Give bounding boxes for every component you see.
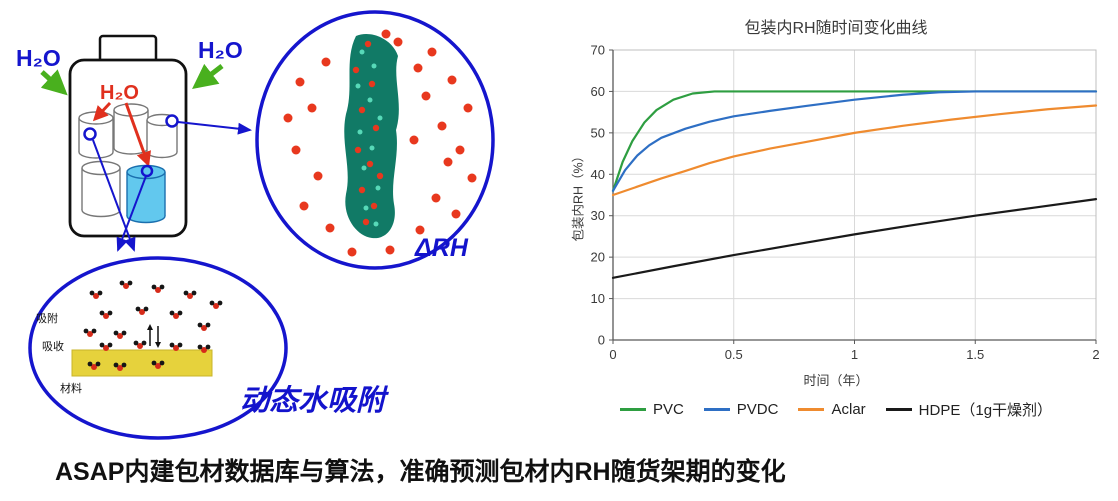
dynamic-sorption-label: 动态水吸附 bbox=[240, 385, 389, 417]
column-red-dots bbox=[352, 40, 384, 226]
line-chart: 0 10 20 30 40 50 60 70 0 0.5 1 1.5 2 bbox=[590, 43, 1099, 363]
legend-label-aclar: Aclar bbox=[831, 401, 866, 418]
adsorption-label: 吸附 bbox=[36, 311, 58, 325]
legend-label-hdpe: HDPE（1g干燥剂） bbox=[918, 402, 1053, 419]
rh-chart-panel: 包装内RH随时间变化曲线 包装内RH（%） 0 10 20 30 40 50 60 70 0 0.… bbox=[560, 6, 1112, 420]
h2o-right-label: H₂O bbox=[198, 37, 243, 63]
svg-text:0: 0 bbox=[609, 347, 616, 362]
svg-text:40: 40 bbox=[590, 167, 604, 182]
equilibrium-arrows bbox=[147, 324, 161, 348]
svg-text:20: 20 bbox=[590, 250, 604, 265]
legend-label-pvc: PVC bbox=[652, 401, 684, 418]
bottom-caption: ASAP内建包材数据库与算法，准确预测包材内RH随货架期的变化 bbox=[55, 458, 786, 486]
svg-text:0.5: 0.5 bbox=[724, 347, 742, 362]
chart-title: 包装内RH随时间变化曲线 bbox=[744, 20, 928, 37]
chart-legend: PVC PVDC Aclar HDPE（1g干燥剂） bbox=[619, 399, 1053, 420]
svg-text:50: 50 bbox=[590, 125, 604, 140]
legend-item-aclar: Aclar bbox=[798, 401, 866, 418]
column-speckles bbox=[355, 49, 383, 227]
svg-text:1: 1 bbox=[850, 347, 857, 362]
y-axis-label: 包装内RH（%） bbox=[571, 149, 586, 242]
svg-text:70: 70 bbox=[590, 43, 604, 58]
material-label: 材料 bbox=[60, 381, 82, 395]
svg-text:10: 10 bbox=[590, 291, 604, 306]
material-slab bbox=[71, 349, 213, 377]
legend-item-hdpe: HDPE（1g干燥剂） bbox=[885, 399, 1053, 420]
legend-item-pvdc: PVDC bbox=[703, 401, 779, 418]
absorption-label: 吸收 bbox=[42, 339, 64, 353]
hdpe-line-swatch bbox=[885, 408, 912, 411]
h2o-inner-label: H₂O bbox=[100, 82, 139, 104]
x-axis-label: 时间（年） bbox=[803, 373, 869, 388]
legend-label-pvdc: PVDC bbox=[736, 401, 779, 418]
pvc-line-swatch bbox=[619, 408, 646, 411]
desiccant-canisters bbox=[78, 103, 178, 224]
sorption-zoom-ellipse: 吸附 吸收 材料 bbox=[28, 256, 288, 440]
scattered-water-dots bbox=[283, 29, 477, 257]
red-arrow-1 bbox=[92, 101, 112, 122]
pvdc-line-swatch bbox=[703, 408, 730, 411]
particle-zoom-ellipse: ΔRH bbox=[255, 10, 495, 270]
svg-text:0: 0 bbox=[597, 333, 604, 348]
h2o-left-label: H₂O bbox=[16, 45, 61, 71]
green-arrow-right bbox=[192, 63, 224, 90]
svg-text:30: 30 bbox=[590, 208, 604, 223]
red-arrow-2 bbox=[124, 102, 151, 167]
connector-lines bbox=[83, 114, 252, 252]
green-arrow-left bbox=[40, 69, 68, 96]
legend-item-pvc: PVC bbox=[619, 401, 684, 418]
delta-rh-label: ΔRH bbox=[414, 234, 469, 262]
svg-text:1.5: 1.5 bbox=[966, 347, 984, 362]
sorption-diagram: H₂O H₂O H₂O bbox=[16, 10, 495, 440]
svg-text:60: 60 bbox=[590, 84, 604, 99]
aclar-line-swatch bbox=[798, 408, 825, 411]
svg-text:2: 2 bbox=[1092, 347, 1099, 362]
